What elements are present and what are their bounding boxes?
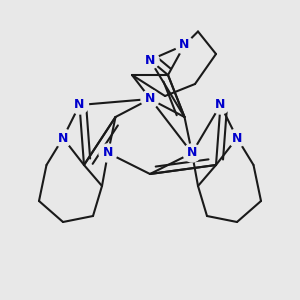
Text: N: N	[103, 146, 113, 160]
Text: N: N	[145, 92, 155, 106]
Text: N: N	[179, 38, 190, 52]
Text: N: N	[145, 53, 155, 67]
Text: N: N	[232, 131, 242, 145]
Circle shape	[228, 129, 246, 147]
Text: N: N	[58, 131, 68, 145]
Circle shape	[70, 96, 88, 114]
Circle shape	[212, 96, 230, 114]
Text: N: N	[187, 146, 197, 160]
Text: N: N	[74, 98, 85, 112]
Circle shape	[141, 51, 159, 69]
Circle shape	[54, 129, 72, 147]
Circle shape	[141, 90, 159, 108]
Text: N: N	[215, 98, 226, 112]
Circle shape	[99, 144, 117, 162]
Circle shape	[183, 144, 201, 162]
Circle shape	[176, 36, 194, 54]
